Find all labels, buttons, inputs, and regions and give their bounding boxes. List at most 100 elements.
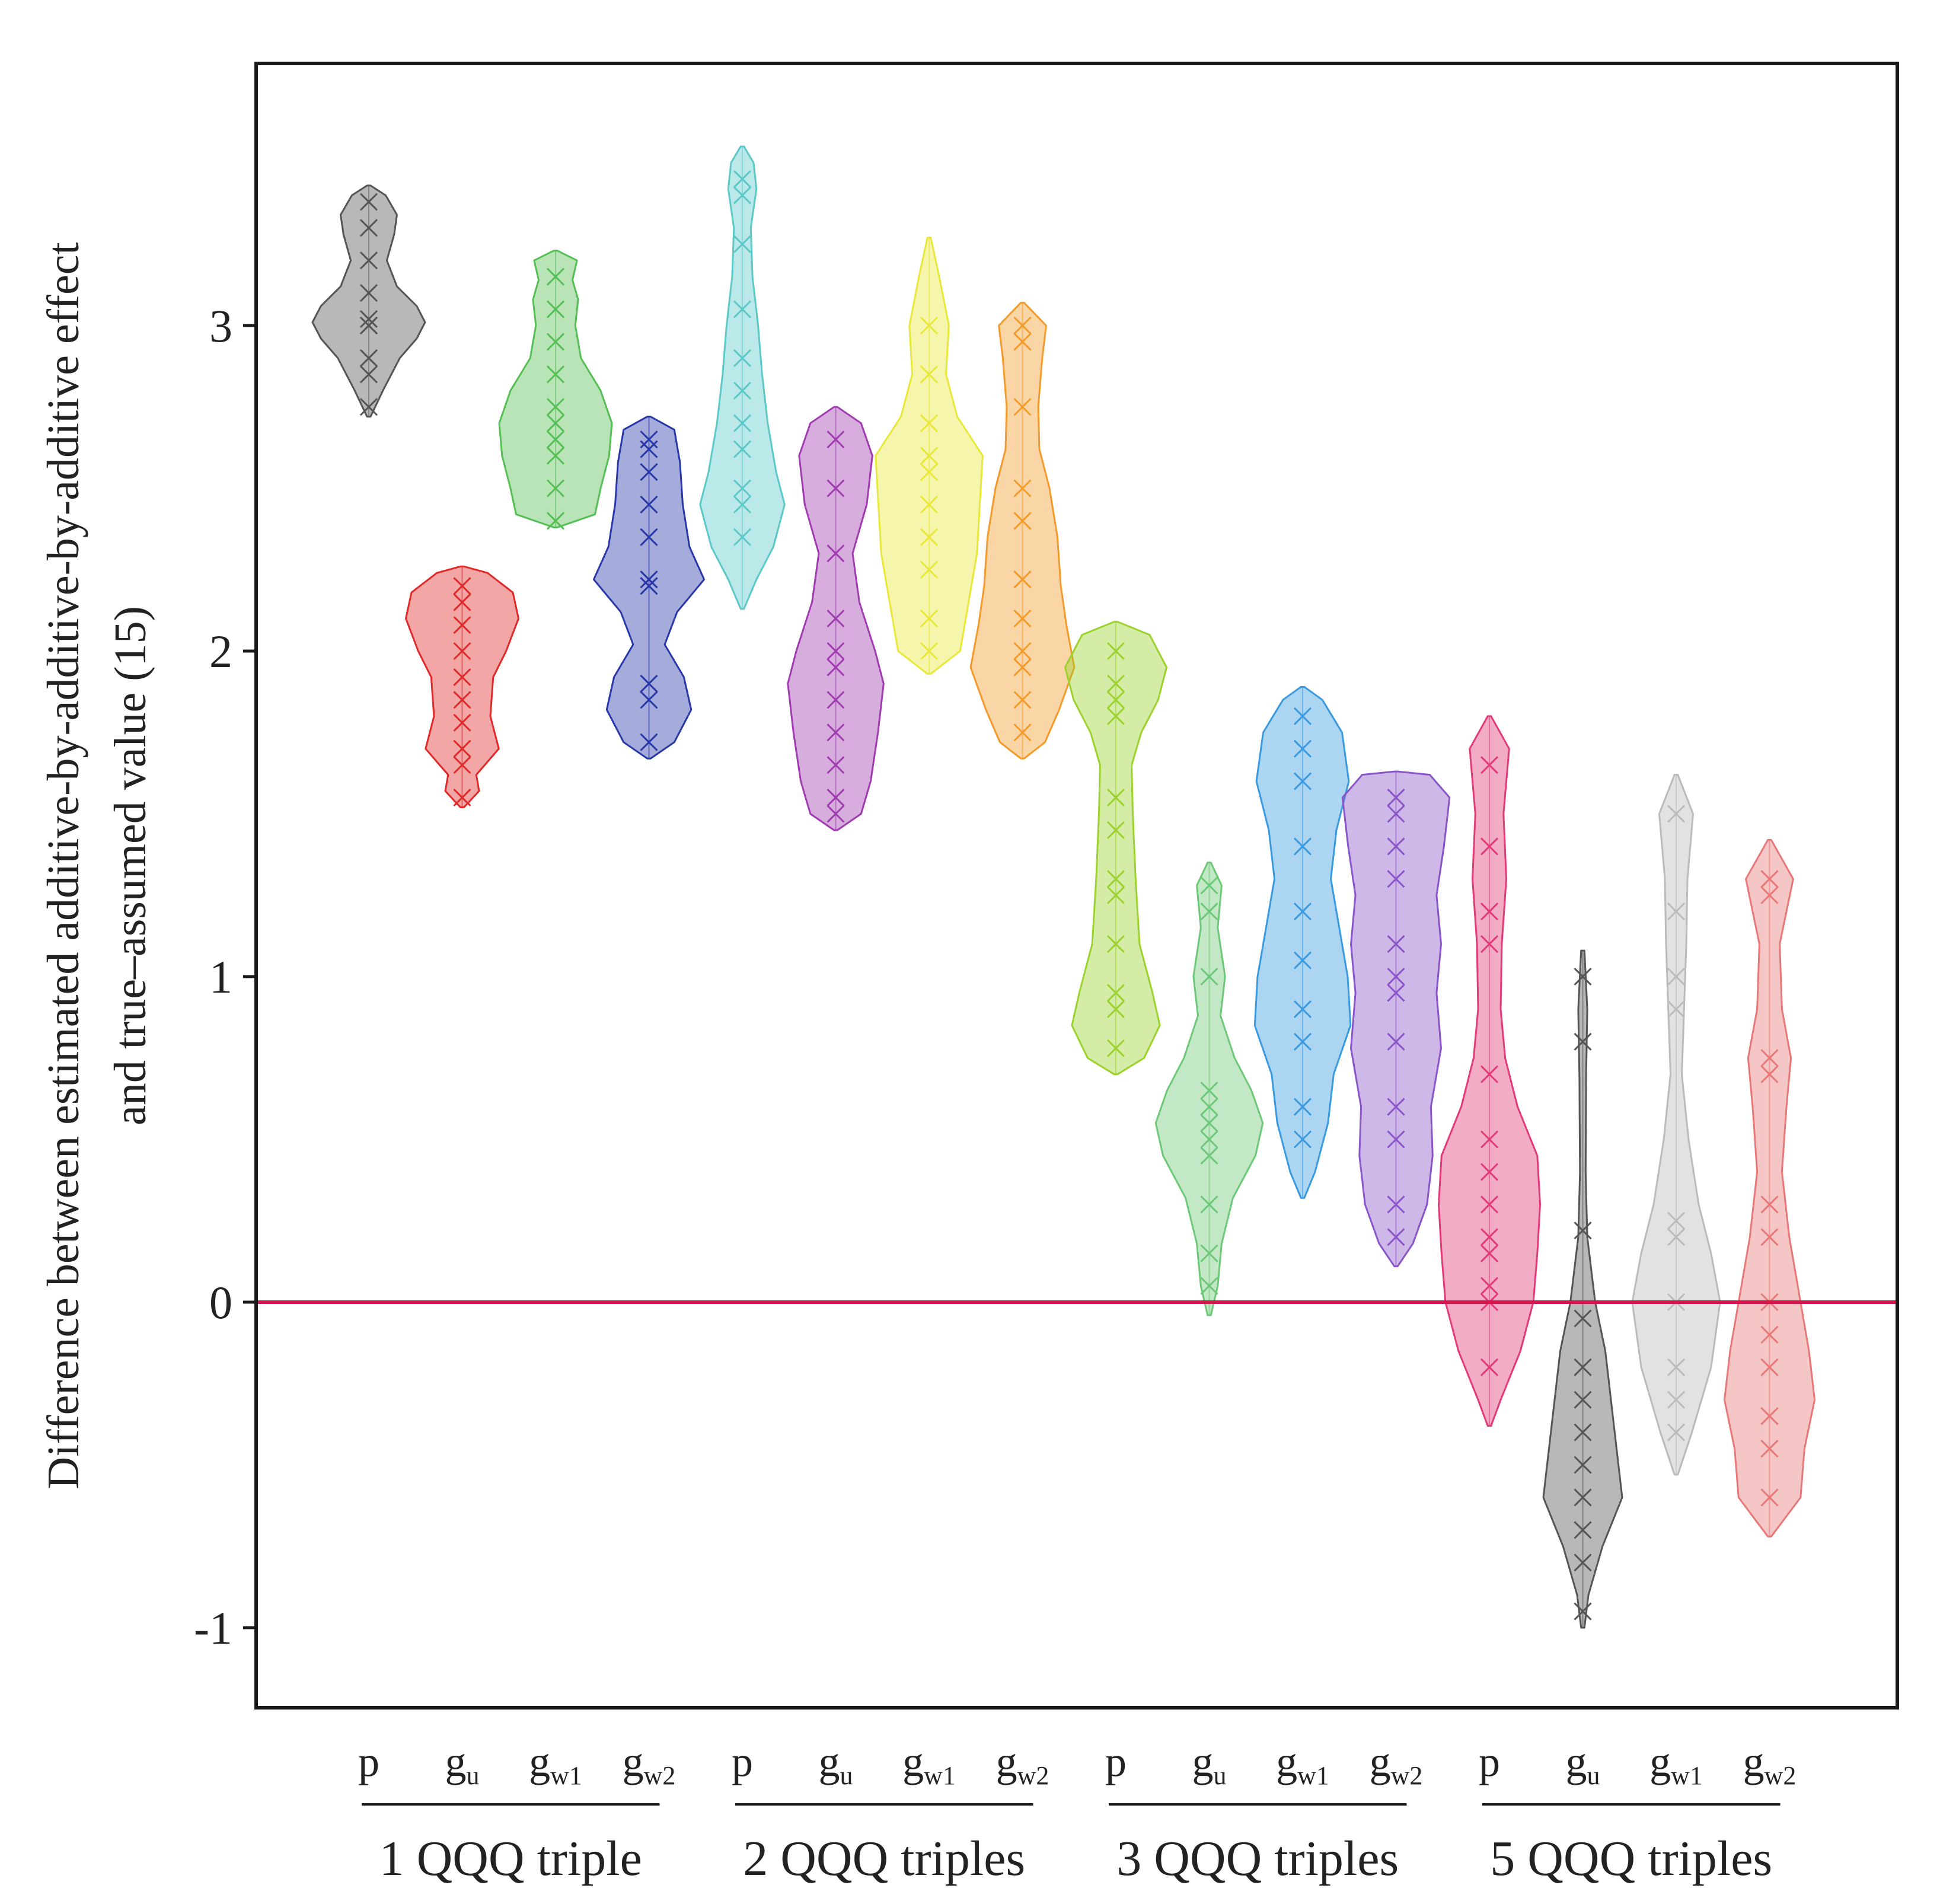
x-tick-label: gw2 <box>996 1738 1049 1790</box>
data-point-marker <box>640 691 658 709</box>
data-point-marker <box>1480 1065 1499 1083</box>
data-point-marker <box>1760 1439 1779 1458</box>
data-point-marker <box>640 733 658 751</box>
data-point-marker <box>827 479 845 497</box>
x-tick-label: gw1 <box>529 1738 582 1790</box>
data-point-marker <box>920 495 939 514</box>
data-point-marker <box>1667 1228 1686 1246</box>
data-point-marker <box>1387 837 1405 856</box>
data-point-marker <box>640 674 658 693</box>
violins-layer <box>311 145 1815 1629</box>
data-point-marker <box>1106 935 1125 953</box>
data-point-marker <box>1387 984 1405 1002</box>
data-point-marker <box>733 235 752 253</box>
data-point-marker <box>733 170 752 189</box>
data-point-marker <box>1574 1390 1592 1409</box>
data-point-marker <box>1013 610 1032 628</box>
data-point-marker <box>453 577 471 595</box>
data-point-marker <box>1293 1000 1312 1018</box>
data-point-marker <box>1200 1082 1218 1100</box>
data-point-marker <box>359 284 378 302</box>
data-point-marker <box>1574 1456 1592 1474</box>
data-point-marker <box>1667 1358 1686 1376</box>
data-point-marker <box>1387 935 1405 953</box>
data-point-marker <box>1667 902 1686 921</box>
data-point-marker <box>546 447 565 465</box>
data-point-marker <box>827 756 845 774</box>
x-tick-label: gw2 <box>623 1738 676 1790</box>
data-point-marker <box>1760 1065 1779 1083</box>
data-point-marker <box>733 381 752 400</box>
group-label: 5 QQQ triples <box>1490 1831 1772 1886</box>
data-point-marker <box>1574 1488 1592 1507</box>
violin-1-gw1 <box>498 250 613 530</box>
data-point-marker <box>1480 1244 1499 1262</box>
data-point-marker <box>1293 951 1312 969</box>
group-label: 1 QQQ triple <box>379 1831 642 1886</box>
data-point-marker <box>640 463 658 481</box>
data-point-marker <box>1200 1098 1218 1116</box>
data-point-marker <box>920 528 939 546</box>
data-point-marker <box>1106 642 1125 661</box>
data-point-marker <box>640 440 658 458</box>
y-axis-label-line-1: Difference between estimated additive-by… <box>39 242 88 1489</box>
data-point-marker <box>1106 870 1125 888</box>
data-point-marker <box>1574 1521 1592 1539</box>
data-point-marker <box>1480 837 1499 856</box>
data-point-marker <box>1387 1228 1405 1246</box>
y-axis-label-line-2: and true–assumed value (15) <box>106 606 155 1125</box>
data-point-marker <box>1667 1390 1686 1409</box>
data-point-marker <box>359 349 378 367</box>
data-point-marker <box>733 495 752 514</box>
data-point-marker <box>1013 479 1032 497</box>
data-point-marker <box>1106 1000 1125 1018</box>
data-point-marker <box>1760 870 1779 888</box>
plot-frame <box>254 62 1899 1710</box>
data-point-marker <box>827 430 845 449</box>
data-point-marker <box>640 430 658 449</box>
data-point-marker <box>1387 805 1405 823</box>
data-point-marker <box>920 447 939 465</box>
y-tick-label: 1 <box>209 951 232 1003</box>
group-label: 3 QQQ triples <box>1116 1831 1399 1886</box>
data-point-marker <box>546 333 565 351</box>
data-point-marker <box>1106 674 1125 693</box>
data-point-marker <box>1106 691 1125 709</box>
violin-2-gu <box>787 406 885 831</box>
violin-3-gw1 <box>1253 685 1352 1199</box>
data-point-marker <box>1200 876 1218 895</box>
data-point-marker <box>733 479 752 497</box>
data-point-marker <box>1013 658 1032 677</box>
group-label: 2 QQQ triples <box>743 1831 1025 1886</box>
violin-4-gw2 <box>1724 838 1815 1538</box>
data-point-marker <box>1387 967 1405 986</box>
data-point-marker <box>920 463 939 481</box>
data-point-marker <box>1480 1228 1499 1246</box>
violin-4-p <box>1438 715 1541 1427</box>
y-tick-label: 2 <box>209 626 232 677</box>
data-point-marker <box>453 788 471 807</box>
data-point-marker <box>1667 1000 1686 1018</box>
data-point-marker <box>453 691 471 709</box>
data-point-marker <box>1293 837 1312 856</box>
data-point-marker <box>733 186 752 205</box>
data-point-marker <box>1293 739 1312 758</box>
data-point-marker <box>1480 935 1499 953</box>
data-point-marker <box>1760 1358 1779 1376</box>
data-point-marker <box>1480 1358 1499 1376</box>
data-point-marker <box>1480 902 1499 921</box>
y-tick-label: 0 <box>209 1277 232 1328</box>
data-point-marker <box>733 414 752 432</box>
x-tick-label: gu <box>1566 1738 1600 1790</box>
y-tick-label: -1 <box>194 1602 232 1654</box>
data-point-marker <box>453 616 471 634</box>
x-tick-label: gw1 <box>1276 1738 1329 1790</box>
data-point-marker <box>920 316 939 335</box>
data-point-marker <box>546 365 565 384</box>
x-tick-label: gw1 <box>1649 1738 1703 1790</box>
data-point-marker <box>733 440 752 458</box>
data-point-marker <box>1387 1032 1405 1051</box>
data-point-marker <box>1013 642 1032 661</box>
data-point-marker <box>920 610 939 628</box>
